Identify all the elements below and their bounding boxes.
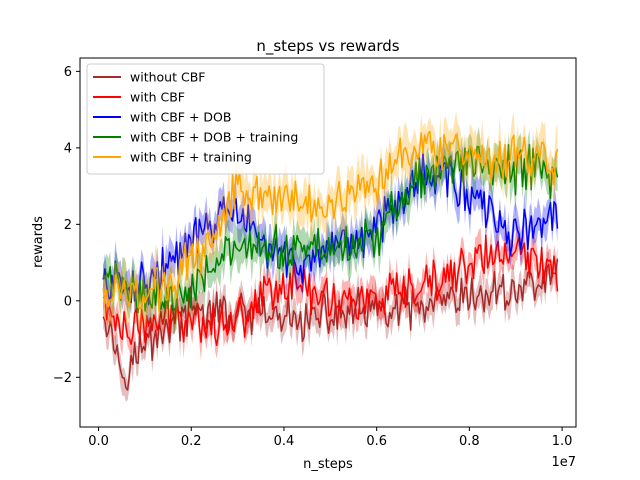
- x-tick-label: 0.0: [88, 434, 109, 449]
- legend-entry-label: with CBF + DOB: [130, 110, 231, 125]
- axes-ticks: 0.0 0.2 0.4 0.6 0.8 1.0 −2 0 2 4 6: [53, 65, 573, 449]
- x-tick-label: 0.4: [274, 434, 295, 449]
- legend-entry-label: without CBF: [130, 70, 205, 85]
- x-tick-label: 1.0: [552, 434, 573, 449]
- x-tick-label: 0.2: [181, 434, 202, 449]
- y-tick-label: 0: [64, 294, 72, 309]
- y-tick-label: 6: [64, 65, 72, 80]
- series-line-1: [102, 234, 559, 347]
- series-line-4: [102, 130, 559, 314]
- plot-area: [102, 110, 559, 402]
- y-axis-label: rewards: [31, 216, 46, 268]
- series-line-0: [102, 258, 559, 391]
- series-band-1: [103, 224, 558, 361]
- series-band-4: [103, 110, 558, 334]
- plot-frame: [79, 57, 577, 428]
- x-tick-label: 0.6: [366, 434, 387, 449]
- legend-box: [86, 63, 325, 175]
- legend-entry-label: with CBF: [130, 90, 185, 105]
- x-tick-label: 0.8: [459, 434, 480, 449]
- y-tick-label: 2: [64, 218, 72, 233]
- x-axis-scale-label: 1e7: [551, 455, 576, 470]
- legend: without CBF with CBF with CBF + DOB with CB…: [86, 63, 325, 175]
- y-tick-label: −2: [53, 371, 72, 386]
- chart-title: n_steps vs rewards: [256, 37, 399, 56]
- y-tick-label: 4: [64, 141, 72, 156]
- x-axis-label: n_steps: [303, 457, 353, 472]
- legend-entry-label: with CBF + training: [130, 150, 252, 165]
- legend-entry-label: with CBF + DOB + training: [130, 130, 298, 145]
